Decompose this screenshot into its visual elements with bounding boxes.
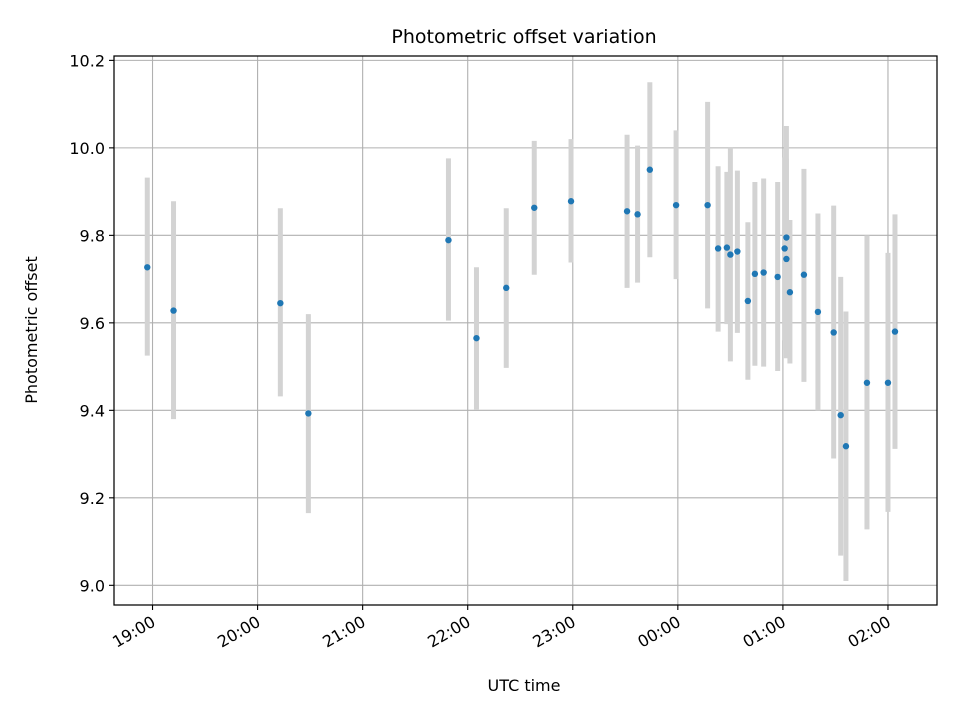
data-point — [672, 201, 680, 209]
y-axis: 9.0 9.2 9.4 9.6 9.8 10.0 10.2 — [69, 51, 114, 595]
data-point — [744, 297, 752, 305]
data-point — [830, 329, 837, 336]
data-point — [751, 270, 759, 278]
data-point — [714, 245, 722, 252]
plot-frame — [113, 55, 938, 606]
y-tick-label: 10.0 — [69, 139, 105, 158]
y-tick-label: 9.0 — [80, 576, 105, 595]
chart-title: Photometric offset variation — [391, 26, 656, 48]
data-point — [623, 208, 631, 215]
data-point — [634, 211, 641, 218]
data-points — [144, 166, 899, 450]
data-point — [704, 201, 711, 209]
data-point — [727, 251, 734, 258]
data-point — [781, 245, 788, 252]
data-point — [723, 244, 731, 251]
data-point — [783, 255, 790, 263]
data-point — [884, 379, 892, 386]
data-point — [837, 411, 844, 419]
data-point — [760, 269, 767, 276]
data-point — [842, 443, 850, 450]
data-point — [531, 204, 538, 211]
data-point — [891, 328, 899, 335]
data-point — [800, 271, 808, 278]
y-tick-label: 9.4 — [80, 401, 105, 420]
y-tick-label: 9.6 — [80, 314, 105, 333]
x-axis-label: UTC time — [488, 676, 561, 695]
data-point — [445, 236, 452, 244]
data-point — [734, 248, 741, 255]
data-point — [567, 198, 575, 205]
data-point — [783, 234, 790, 241]
data-point — [646, 166, 654, 173]
data-point — [503, 284, 510, 292]
data-point — [774, 273, 781, 281]
data-point — [786, 289, 794, 296]
data-point — [473, 334, 480, 342]
y-axis-label: Photometric offset — [22, 256, 41, 404]
y-tick-label: 9.2 — [80, 489, 105, 508]
data-point — [170, 307, 177, 314]
data-point — [814, 308, 822, 316]
data-point — [305, 410, 312, 417]
data-point — [277, 299, 284, 307]
y-tick-label: 9.8 — [80, 226, 105, 245]
data-point — [144, 264, 151, 271]
data-point — [863, 379, 871, 386]
y-tick-label: 10.2 — [69, 51, 105, 70]
